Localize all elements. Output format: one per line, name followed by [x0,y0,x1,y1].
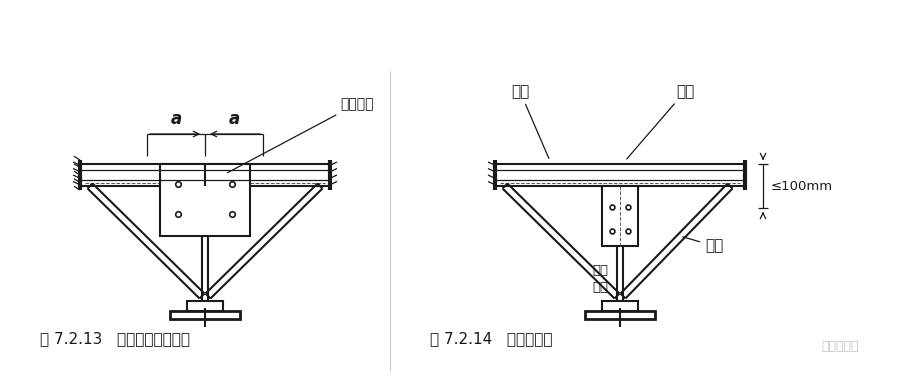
Text: 檩条: 檩条 [510,84,549,158]
Text: 连接螺栓: 连接螺栓 [227,97,373,173]
Bar [601,301,637,311]
Bar [584,311,654,319]
Text: 刚架
斜架: 刚架 斜架 [591,264,607,294]
Bar [187,301,222,311]
Text: 隅撑: 隅撑 [682,237,722,253]
Bar [202,186,208,301]
Bar [170,311,240,319]
Bar [160,164,250,236]
Text: a: a [228,110,239,128]
Text: a: a [170,110,181,128]
Text: ≤100mm: ≤100mm [770,179,833,192]
Bar [601,186,637,246]
Text: 图 7.2.14   隅撑的连接: 图 7.2.14 隅撑的连接 [429,331,552,346]
Bar [80,164,330,186]
Text: 钢结构设计: 钢结构设计 [821,339,857,352]
Bar [494,164,744,186]
Text: 檩托: 檩托 [626,84,693,159]
Text: 图 7.2.13   斜卷边檩条的搭接: 图 7.2.13 斜卷边檩条的搭接 [40,331,190,346]
Bar [617,186,622,301]
